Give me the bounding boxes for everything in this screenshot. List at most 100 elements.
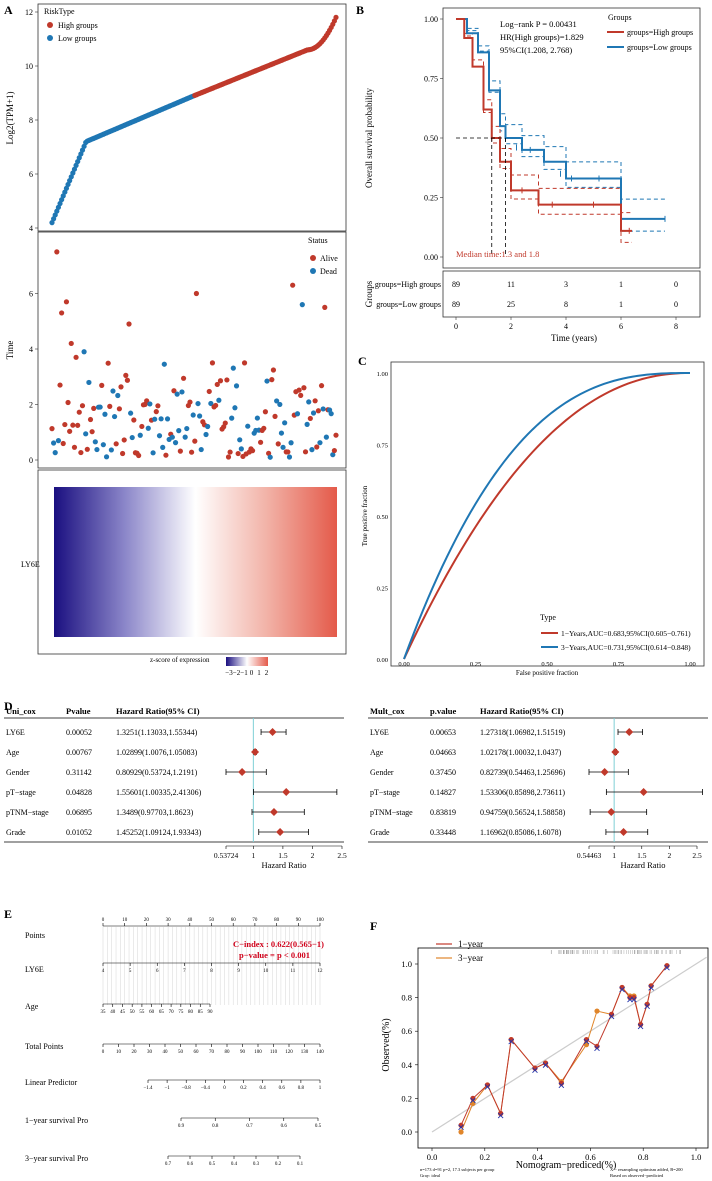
mult-header-p: p.value: [430, 706, 456, 716]
time-point: [203, 431, 209, 438]
km-legend-high-label: groups=High groups: [627, 28, 693, 37]
time-ytick-label: 6: [29, 290, 33, 299]
nomogram: Points LY6E Age Total Points Linear Predicto…: [25, 918, 324, 1167]
expression-ytick-label: 8: [29, 116, 33, 125]
time-point: [249, 448, 256, 454]
low-groups-legend-dot: [47, 35, 53, 41]
time-point: [309, 447, 315, 453]
time-point: [318, 383, 325, 389]
uni-row-name: Grade: [6, 828, 26, 837]
mult-row-hr: 0.82739(0.54463,1.25696): [480, 768, 566, 777]
mult-row-p: 0.04663: [430, 748, 456, 757]
time-point: [280, 444, 286, 450]
time-point: [198, 446, 204, 453]
expression-scatter: 4 6 8 10 12: [25, 8, 339, 233]
calibration-ytick-label: 1.0: [401, 959, 412, 969]
points-scale-tick-label: 0: [102, 918, 105, 923]
time-point: [205, 423, 211, 430]
uni-row-p: 0.01052: [66, 828, 92, 837]
time-point: [108, 447, 114, 453]
risk-table-count: 89: [452, 280, 460, 289]
calibration-corrected-marker: [484, 1084, 491, 1090]
time-point: [179, 389, 185, 395]
linear-predictor-scale-tick-label: 0.6: [279, 1086, 286, 1091]
time-point: [70, 422, 76, 428]
time-point: [302, 449, 309, 455]
panel-a-mid-frame: [37, 231, 347, 469]
time-point: [266, 450, 272, 456]
year3-survival-scale-tick-label: 0.7: [165, 1162, 172, 1167]
mult-axis-tick-label: 0.54463: [577, 851, 602, 860]
roc-3year-curve: [403, 372, 691, 660]
total-points-scale-tick-label: 70: [209, 1050, 215, 1055]
time-point: [184, 425, 190, 432]
uni-row-hr: 1.3251(1.13033,1.55344): [116, 728, 198, 737]
linear-predictor-scale-tick-label: −1.4: [143, 1086, 153, 1091]
uni-row-name: Age: [6, 748, 20, 757]
ci-text: 95%CI(1.208, 2.768): [500, 45, 572, 55]
roc-legend: Type 1−Years,AUC=0.683,95%CI(0.605−0.761…: [540, 613, 691, 652]
cal-foot-left-1: n=173 d=91 p=2, 17.3 subjects per group: [420, 1167, 495, 1173]
cal-foot-right-1: X − resampling optimism added, B=200: [610, 1167, 683, 1173]
year3-survival-scale-tick-label: 0.3: [253, 1162, 260, 1167]
time-point: [71, 444, 78, 450]
alive-legend-label: Alive: [320, 254, 338, 263]
time-point: [107, 403, 113, 409]
uni-row-name: LY6E: [6, 728, 25, 737]
total-points-scale-tick-label: 140: [316, 1050, 324, 1055]
mult-row-name: pT−stage: [370, 788, 400, 797]
uni-estimate-marker: [269, 808, 278, 816]
calibration-corrected-marker: [631, 996, 637, 1003]
time-point: [145, 425, 151, 431]
calibration-corrected-marker: [583, 1038, 590, 1045]
km-ytick-label: 0.75: [424, 75, 438, 84]
uni-row-hr: 1.45252(1.09124,1.93343): [116, 828, 202, 837]
mult-row-name: Grade: [370, 828, 390, 837]
uni-axis-tick-label: 2: [311, 851, 315, 860]
time-point: [307, 415, 313, 422]
total-points-scale-tick-label: 90: [240, 1050, 246, 1055]
time-point: [270, 367, 277, 373]
panel-a-letter: A: [4, 3, 13, 17]
calibration-xtick-label: 0.8: [638, 1152, 649, 1162]
time-point: [84, 446, 90, 452]
calibration-corrected-marker: [470, 1097, 476, 1104]
mult-row-name: LY6E: [370, 728, 389, 737]
time-point: [188, 449, 195, 455]
total-points-scale-tick-label: 40: [163, 1050, 169, 1055]
uni-header-p: Pvalue: [66, 706, 91, 716]
ly6e-scale-tick-label: 11: [290, 969, 295, 974]
uni-row-p: 0.04828: [66, 788, 92, 797]
km-legend-low-label: groups=Low groups: [627, 43, 692, 52]
time-point: [115, 392, 121, 399]
nomogram-row-label: Age: [25, 1002, 39, 1011]
time-point: [116, 406, 122, 412]
km-ytick-label: 1.00: [424, 15, 438, 24]
median-time-text: Median time:1.3 and 1.8: [456, 249, 539, 259]
time-point: [150, 450, 156, 456]
time-point: [99, 382, 105, 388]
panel-c-letter: C: [358, 354, 367, 368]
time-point: [304, 421, 310, 427]
uni-row-hr: 0.80929(0.53724,1.2191): [116, 768, 198, 777]
uni-row-hr: 1.3489(0.97703,1.8623): [116, 808, 194, 817]
ly6e-heatmap: [54, 487, 337, 637]
expression-ytick-label: 6: [29, 170, 33, 179]
time-point: [278, 430, 285, 436]
time-point: [261, 425, 267, 431]
time-point: [197, 413, 203, 419]
ly6e-scale-tick-label: 12: [318, 969, 324, 974]
mult-axis-tick-label: 1.5: [637, 851, 647, 860]
time-point: [238, 446, 244, 452]
risk-table-count: 11: [507, 280, 515, 289]
time-point: [274, 398, 280, 404]
calibration-corrected-marker: [648, 985, 654, 991]
nomogram-row-label: 1−year survival Pro: [25, 1116, 88, 1125]
cal-legend-3y-label: 3−year: [458, 953, 483, 963]
time-point: [296, 387, 302, 393]
time-point: [225, 454, 232, 460]
total-points-scale-tick-label: 50: [178, 1050, 184, 1055]
total-points-scale-tick-label: 10: [116, 1050, 122, 1055]
time-point: [330, 452, 336, 458]
time-point: [158, 416, 164, 422]
